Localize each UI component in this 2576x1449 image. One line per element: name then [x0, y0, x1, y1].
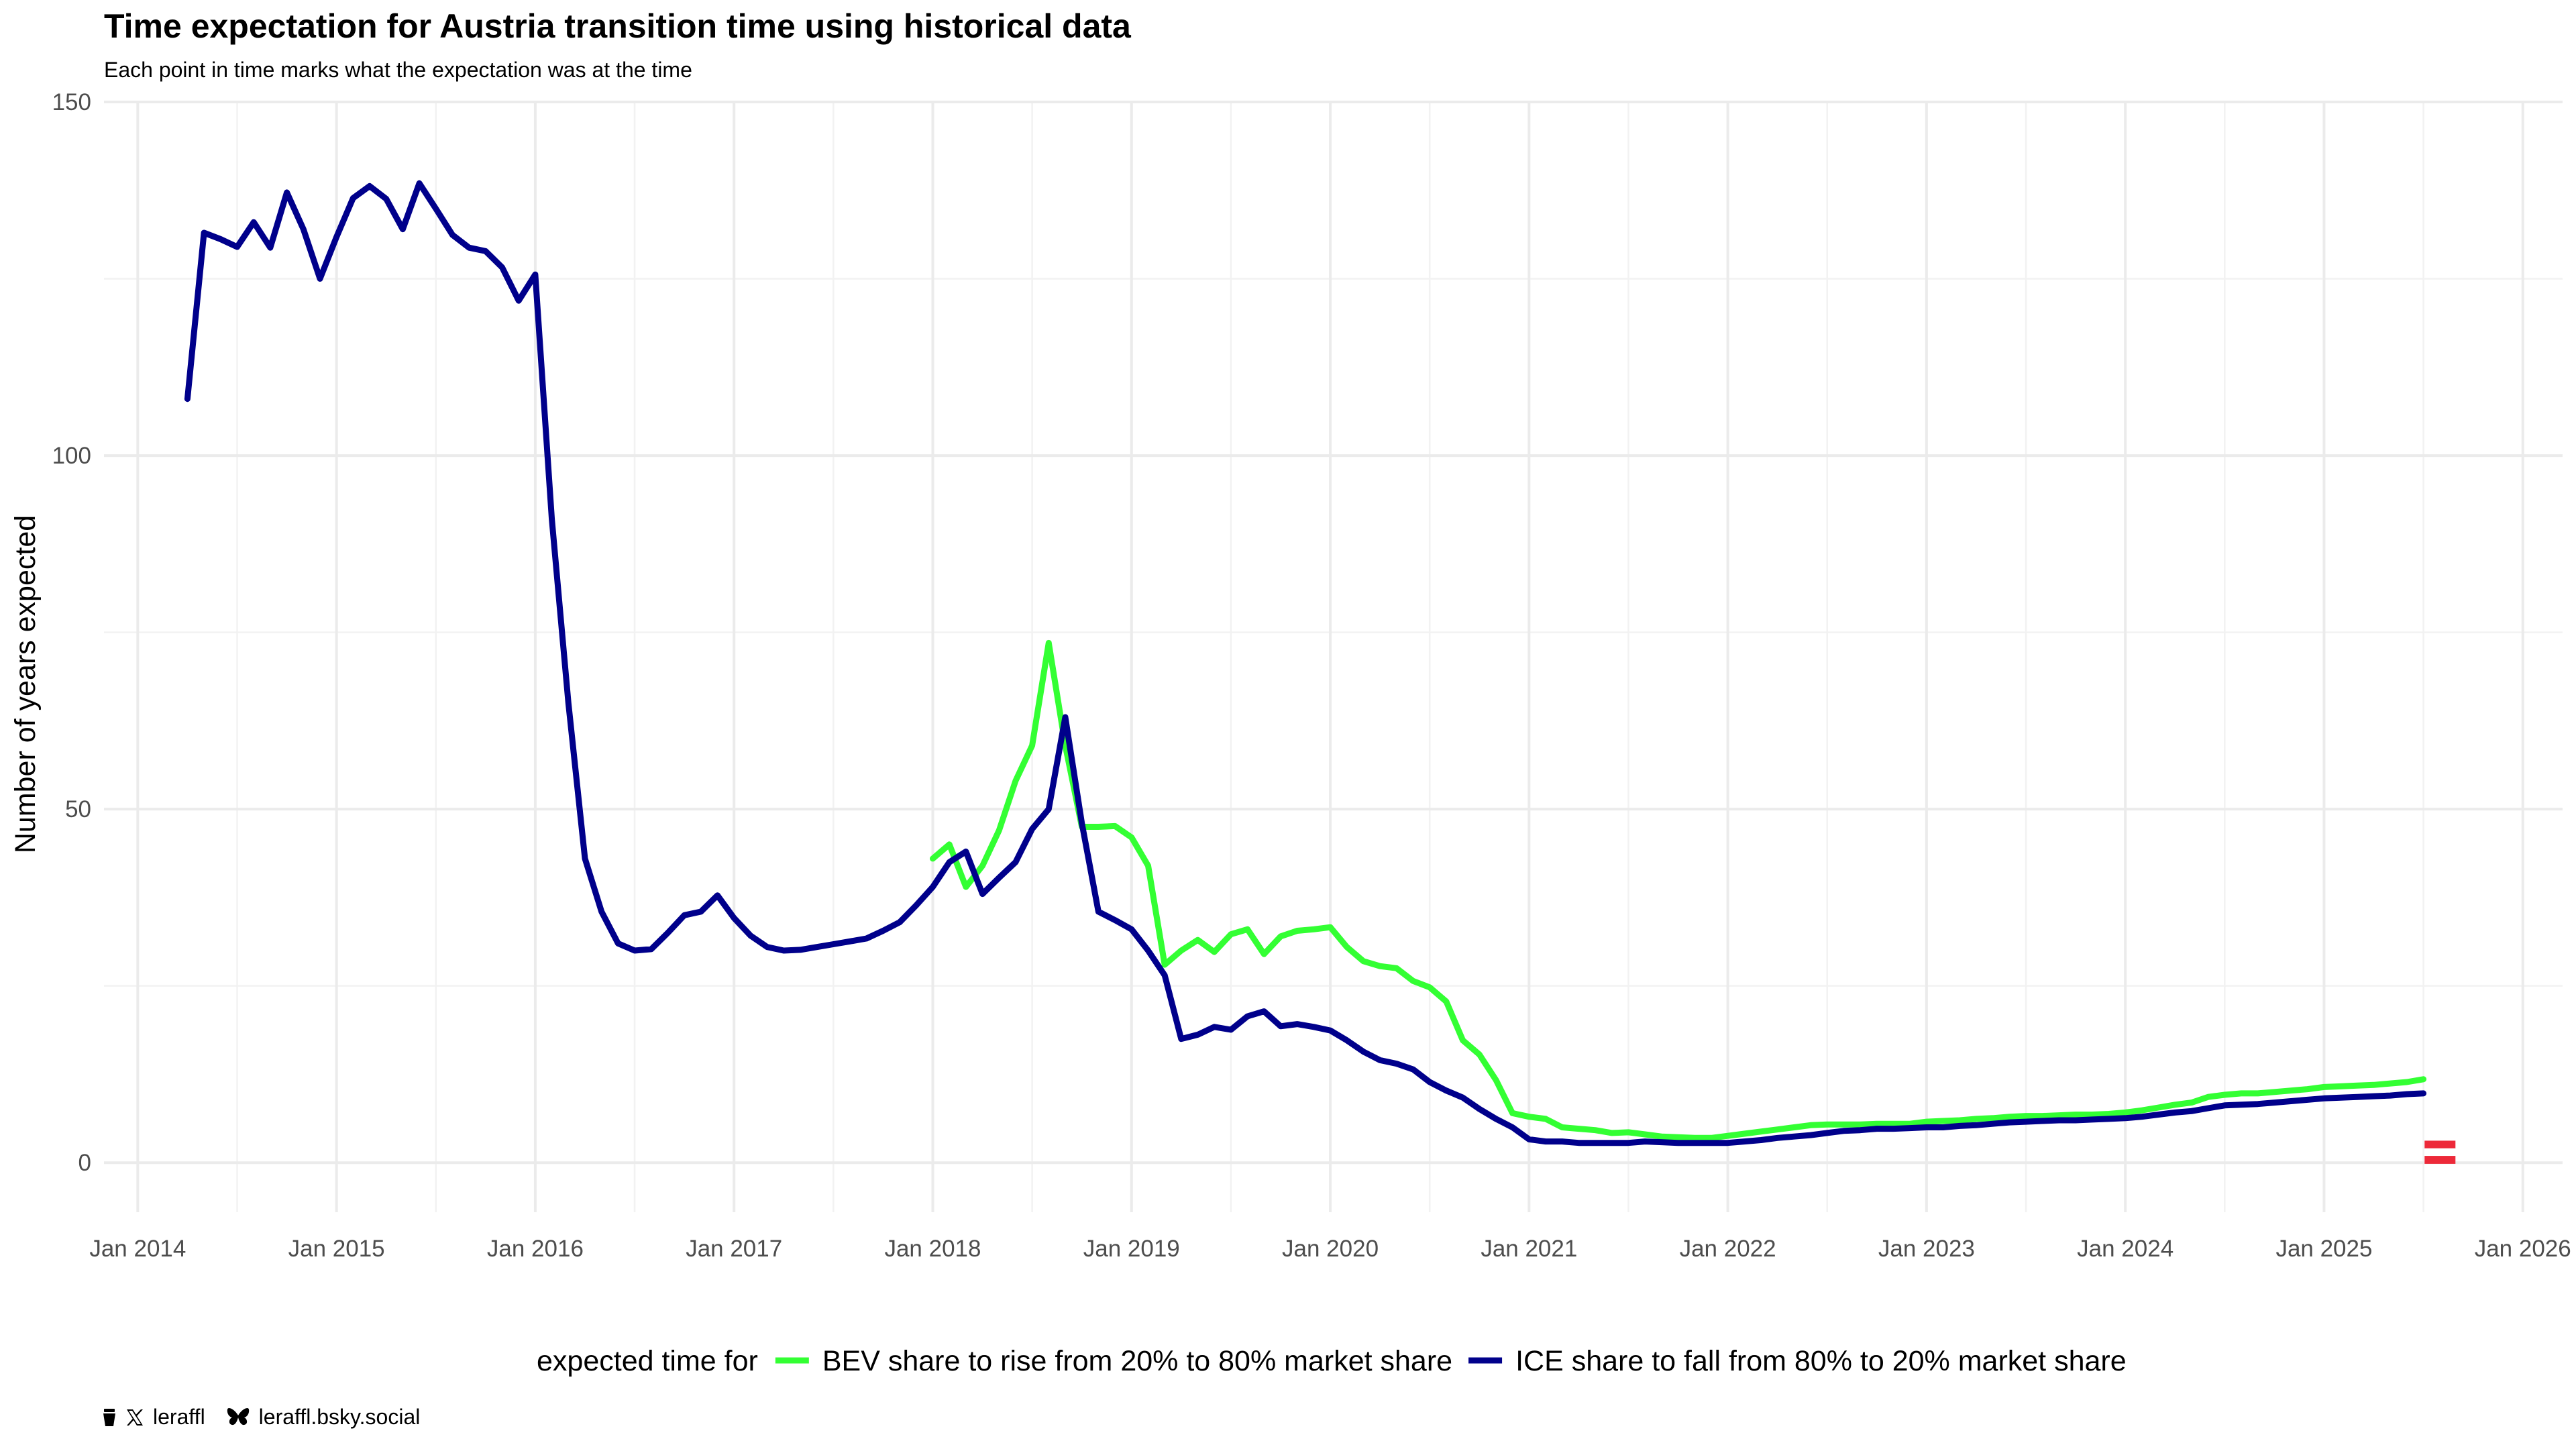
legend-label-ice: ICE share to fall from 80% to 20% market… [1515, 1345, 2127, 1377]
series-line-ice [184, 180, 2427, 1146]
x-tick-label: Jan 2016 [487, 1236, 584, 1262]
butterfly-icon [227, 1407, 249, 1425]
x-tick-label: Jan 2022 [1680, 1236, 1776, 1262]
y-tick-label: 50 [65, 796, 91, 822]
caption: leraffl leraffl.bsky.social [102, 1405, 420, 1430]
y-tick-label: 100 [52, 443, 91, 469]
x-tick-label: Jan 2021 [1481, 1236, 1577, 1262]
series-layer [184, 180, 2427, 1146]
x-tick-label: Jan 2026 [2475, 1236, 2571, 1262]
x-axis-ticks: Jan 2014 Jan 2015 Jan 2016 Jan 2017 Jan 2018… [89, 1236, 2571, 1262]
flag-stripe [2424, 1148, 2456, 1157]
flag-stripe [2424, 1156, 2456, 1164]
legend-label-bev: BEV share to rise from 20% to 80% market… [822, 1345, 1452, 1377]
x-tick-label: Jan 2014 [89, 1236, 186, 1262]
y-tick-label: 150 [52, 89, 91, 115]
legend-title: expected time for [537, 1345, 758, 1377]
chart-title: Time expectation for Austria transition … [104, 7, 1131, 45]
x-tick-label: Jan 2019 [1083, 1236, 1180, 1262]
x-tick-label: Jan 2018 [884, 1236, 981, 1262]
grid-minor [104, 102, 2563, 1212]
coffee-icon [103, 1408, 115, 1426]
bsky-handle: leraffl.bsky.social [258, 1405, 421, 1429]
austria-flag [2424, 1140, 2456, 1164]
y-axis-label: Number of years expected [9, 515, 42, 853]
chart-subtitle: Each point in time marks what the expect… [104, 58, 692, 82]
x-handle: leraffl [153, 1405, 205, 1429]
x-tick-label: Jan 2024 [2077, 1236, 2174, 1262]
x-tick-label: Jan 2020 [1282, 1236, 1379, 1262]
x-tick-label: Jan 2025 [2275, 1236, 2372, 1262]
flag-stripe [2424, 1140, 2456, 1149]
x-logo-icon [127, 1409, 143, 1426]
y-tick-label: 0 [78, 1150, 91, 1176]
x-tick-label: Jan 2015 [288, 1236, 385, 1262]
x-tick-label: Jan 2023 [1878, 1236, 1975, 1262]
legend: expected time for BEV share to rise from… [537, 1345, 2127, 1377]
series-line-bev [930, 639, 2427, 1141]
x-tick-label: Jan 2017 [686, 1236, 782, 1262]
grid-major [104, 101, 2563, 1212]
y-axis-ticks: 0 50 100 150 [52, 89, 91, 1176]
